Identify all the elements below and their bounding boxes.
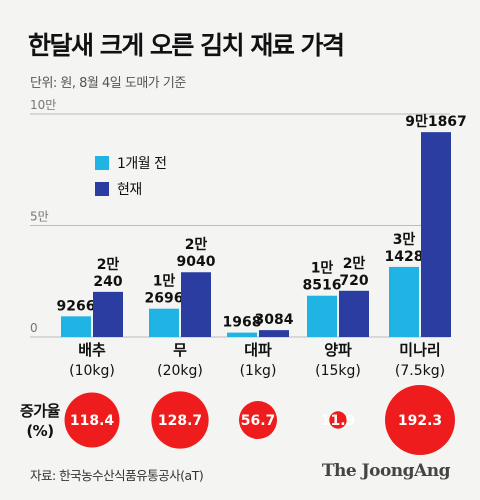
legend-label-now: 현재 [117,182,142,198]
bar-now [93,291,123,337]
category-label: 배추 [78,341,106,359]
bar-value-label: 240 [93,274,122,290]
category-label: 무 [173,341,187,359]
bar-value-label: 1968 [223,315,262,331]
bar-prev [307,295,337,337]
increase-circle [238,400,278,440]
bar-now [339,290,369,337]
legend-item-prev: 1개월 전 [95,150,167,176]
category-label: 양파 [324,341,352,359]
publisher-logo: The JoongAng [321,461,451,481]
category-label: 대파 [244,341,272,359]
increase-label: 56.7 [241,413,276,429]
legend-label-prev: 1개월 전 [117,156,167,172]
bar-value-label: 9040 [177,254,216,270]
bar-value-label: 9만1867 [405,114,467,130]
source-note: 자료: 한국농수산식품유통공사(aT) [30,468,204,483]
category-unit: (20kg) [157,363,203,379]
bar-prev [61,316,91,337]
y-tick-label: 5만 [30,210,49,224]
bar-value-label: 1만 [311,261,334,277]
legend-swatch-now [95,182,109,196]
increase-title: 증가율 (%) [20,401,60,441]
bar-value-label: 3084 [255,312,294,328]
unit-note: 단위: 원, 8월 4일 도매가 기준 [30,76,186,91]
increase-label: 128.7 [158,413,202,429]
y-tick-label: 0 [30,321,38,335]
bar-prev [389,266,419,337]
bar-prev [149,308,179,337]
category-label: 미나리 [399,341,440,359]
bar-value-label: 3만 [393,232,416,248]
y-tick-label: 10만 [30,98,56,112]
legend-swatch-prev [95,156,109,170]
category-unit: (1kg) [240,363,277,379]
increase-title-line1: 증가율 [20,402,60,420]
legend-item-now: 현재 [95,176,167,202]
bar-value-label: 9266 [57,298,96,314]
bar-value-label: 2만 [97,257,120,273]
category-unit: (7.5kg) [395,363,445,379]
category-unit: (15kg) [315,363,361,379]
bar-value-label: 1428 [385,249,424,265]
bar-value-label: 8516 [303,278,342,294]
bar-value-label: 2만 [185,237,208,253]
bar-now [181,272,211,337]
chart-title: 한달새 크게 오른 김치 재료 가격 [28,31,345,60]
bar-now [421,132,451,337]
category-unit: (10kg) [69,363,115,379]
bar-value-label: 2만 [343,256,366,272]
bar-value-label: 1만 [153,274,176,290]
increase-label: 192.3 [398,413,442,429]
bar-value-label: 2696 [145,291,184,307]
increase-circle [385,385,455,455]
increase-label: 118.4 [70,413,115,429]
increase-circle [64,392,120,448]
bar-now [259,330,289,337]
increase-label: 11.9 [321,413,356,429]
increase-circle [151,391,209,449]
increase-title-line2: (%) [26,422,54,440]
increase-circle [329,411,347,429]
bar-value-label: 720 [339,273,368,289]
legend: 1개월 전 현재 [95,150,167,202]
bar-prev [227,332,257,337]
